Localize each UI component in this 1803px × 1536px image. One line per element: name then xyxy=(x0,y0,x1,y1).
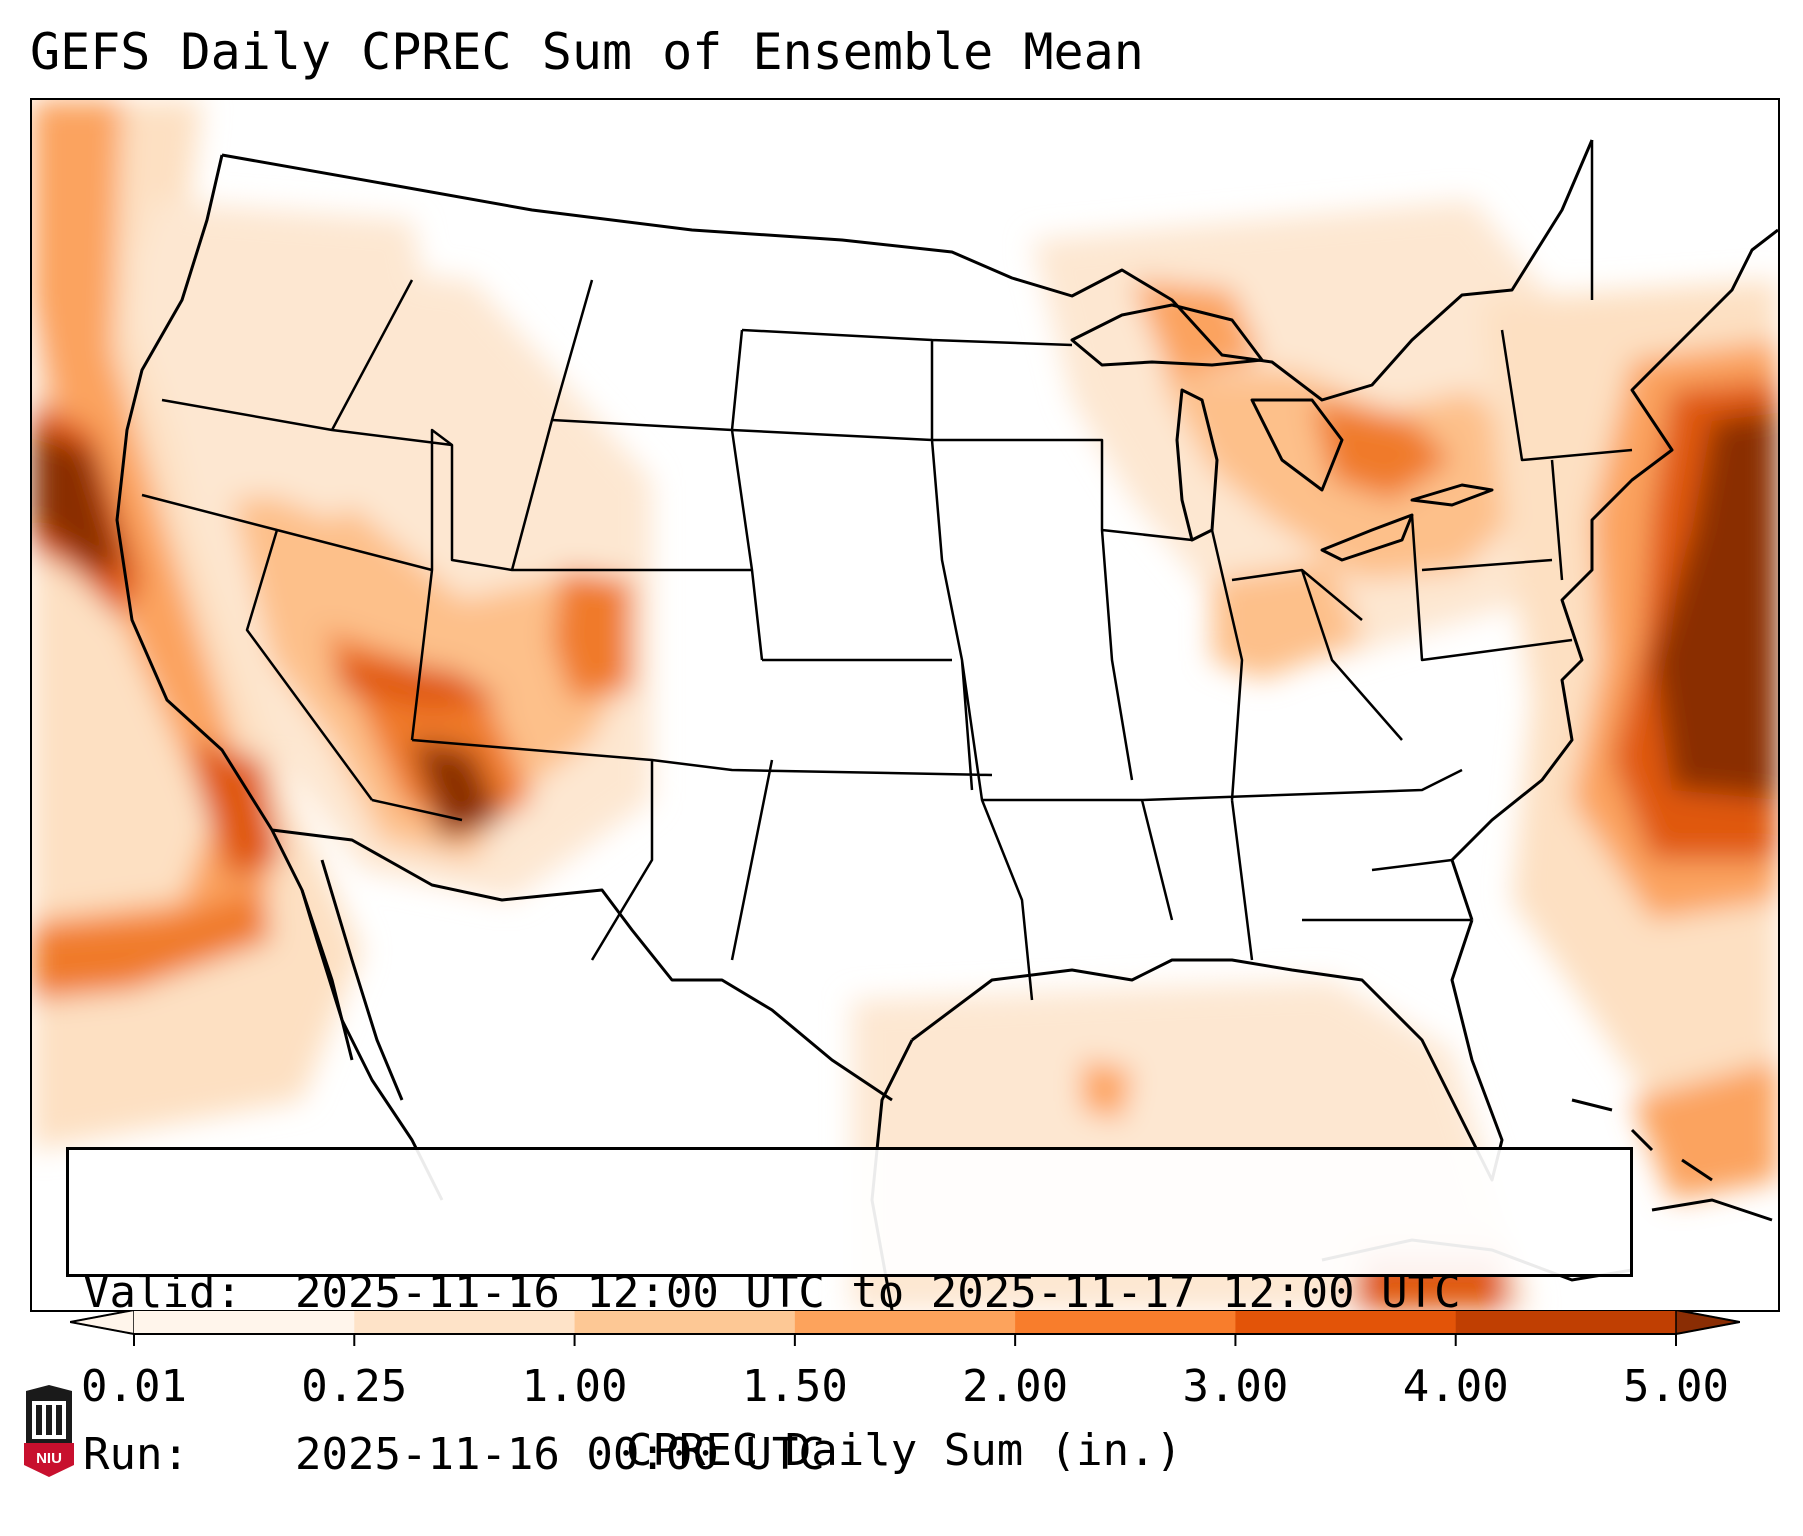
lake-superior xyxy=(1070,303,1264,367)
run-value: 2025-11-16 00:00 UTC xyxy=(295,1429,825,1480)
lake-huron xyxy=(1250,398,1344,492)
colorbar-segment xyxy=(574,1310,796,1334)
colorbar-tick-label: 0.01 xyxy=(81,1361,187,1412)
precipitation-map[interactable] xyxy=(32,100,1778,1310)
lake-ontario xyxy=(1410,483,1494,507)
colorbar-segment xyxy=(1015,1310,1236,1334)
colorbar-segment xyxy=(1235,1310,1457,1334)
colorbar-segment xyxy=(794,1310,1016,1334)
island-hispaniola xyxy=(1651,1198,1773,1222)
colorbar-segment xyxy=(134,1310,355,1334)
colorbar-tick-label: 2.00 xyxy=(962,1361,1069,1412)
run-label: Run: xyxy=(83,1429,189,1480)
border-us-mexico xyxy=(271,828,893,1102)
precip-offshore-band xyxy=(32,890,272,1000)
lake-erie xyxy=(1320,513,1414,562)
map-panel[interactable] xyxy=(30,98,1780,1312)
map-title: GEFS Daily CPREC Sum of Ensemble Mean xyxy=(30,23,1144,81)
lake-michigan xyxy=(1175,388,1219,542)
state-borders xyxy=(141,140,1633,1001)
precip-ny-core xyxy=(1312,400,1452,500)
border-us-canada xyxy=(221,139,1594,402)
coast-gulf-us xyxy=(911,919,1504,1182)
precip-gulf-spot xyxy=(1082,1060,1132,1120)
colorbar-tick-label: 1.00 xyxy=(521,1361,628,1412)
colorbar-tick-label: 4.00 xyxy=(1402,1361,1509,1412)
precip-pacific-core-dark xyxy=(32,430,122,570)
svg-text:NIU: NIU xyxy=(36,1450,62,1467)
colorbar-extend-low xyxy=(70,1310,135,1335)
precip-carib-band xyxy=(1632,1060,1778,1200)
colorbar-extend-high xyxy=(1675,1310,1740,1335)
colorbar-tick-label: 0.25 xyxy=(301,1361,408,1412)
colorbar-tick-label: 3.00 xyxy=(1182,1361,1289,1412)
precip-co-core xyxy=(552,570,632,700)
run-info-box: Valid: 2025-11-16 12:00 UTC to 2025-11-17… xyxy=(66,1147,1633,1480)
colorbar-segments xyxy=(70,1310,1740,1335)
colorbar-label: CPREC Daily Sum (in.) xyxy=(625,1425,1183,1476)
colorbar xyxy=(70,1310,1740,1346)
precip-ut-band xyxy=(332,660,502,710)
precip-socal-core xyxy=(192,740,282,880)
precip-atlantic-core-dark xyxy=(1652,410,1778,800)
niu-logo-icon: NIU xyxy=(24,1385,74,1477)
colorbar-tick-label: 5.00 xyxy=(1623,1361,1729,1412)
island-bahamas xyxy=(1571,1098,1713,1182)
colorbar-tick-label: 1.50 xyxy=(741,1361,848,1412)
colorbar-segment xyxy=(354,1310,576,1334)
colorbar-segment xyxy=(1455,1310,1677,1334)
precip-nw-interior xyxy=(132,200,452,520)
colorbar-ticks xyxy=(133,1334,1677,1346)
coast-atlantic xyxy=(1450,228,1778,921)
